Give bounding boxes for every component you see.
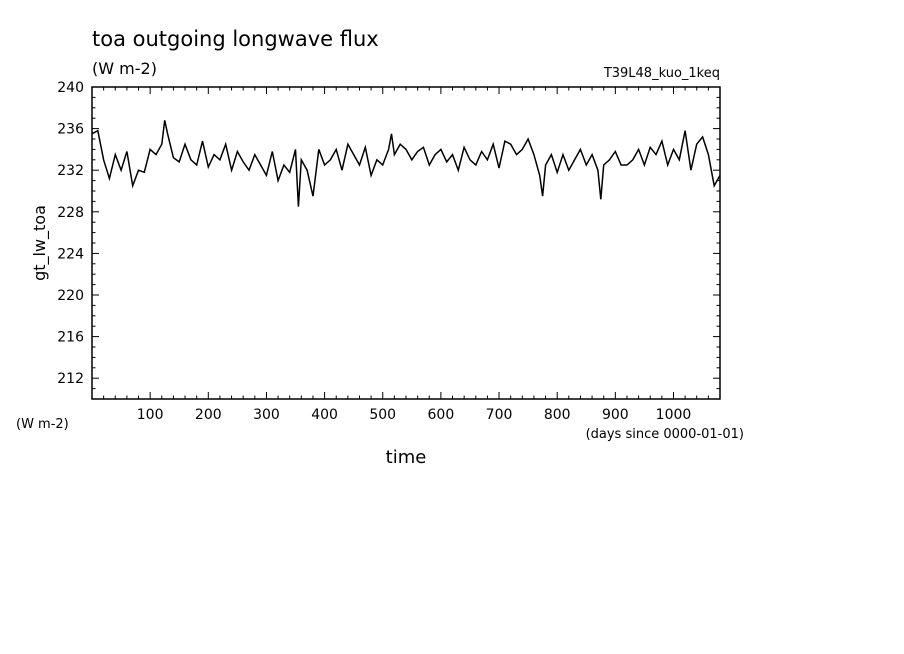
x-tick-label: 500 — [369, 407, 396, 423]
x-tick-label: 200 — [195, 407, 222, 423]
x-axis: 100 200 300 400 500 600 700 800 900 1000 — [103, 87, 709, 423]
y-tick-label: 240 — [57, 80, 84, 96]
x-tick-label: 300 — [253, 407, 280, 423]
x-tick-label: 800 — [544, 407, 571, 423]
x-tick-label: 100 — [137, 407, 164, 423]
y-tick-label: 232 — [57, 163, 84, 179]
y-tick-label: 216 — [57, 330, 84, 346]
y-axis: 212 216 220 224 228 232 236 240 — [57, 80, 720, 400]
x-tick-label: 1000 — [656, 407, 692, 423]
y-tick-label: 212 — [57, 371, 84, 387]
series-line — [91, 120, 721, 207]
series-group — [91, 120, 721, 207]
y-tick-label: 220 — [57, 288, 84, 304]
chart-title: toa outgoing longwave flux — [92, 27, 379, 51]
chart-subtitle: (W m-2) — [92, 59, 157, 78]
y-axis-label: gt_lw_toa — [30, 205, 50, 281]
x-tick-label: 700 — [486, 407, 513, 423]
y-axis-unit-label: (W m-2) — [16, 417, 69, 432]
plot-area-frame — [91, 86, 721, 400]
x-tick-label: 900 — [602, 407, 629, 423]
y-tick-label: 236 — [57, 122, 84, 138]
x-tick-label: 600 — [428, 407, 455, 423]
x-tick-label: 400 — [311, 407, 338, 423]
y-tick-label: 224 — [57, 246, 84, 262]
run-label: T39L48_kuo_1keq — [603, 66, 720, 81]
x-axis-label: time — [386, 447, 427, 468]
y-tick-label: 228 — [57, 205, 84, 221]
x-axis-unit-label: (days since 0000-01-01) — [586, 427, 744, 442]
